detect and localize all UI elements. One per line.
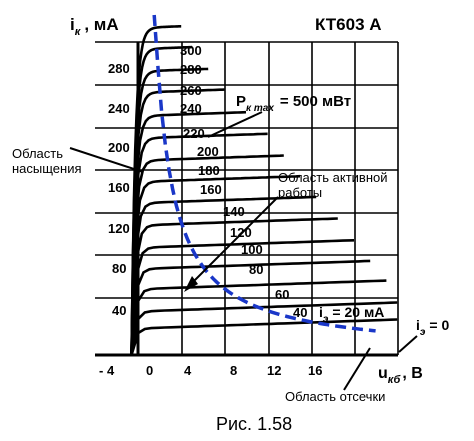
y-tick-280: 280 — [108, 61, 130, 76]
figure-caption: Рис. 1.58 — [216, 414, 292, 434]
curve-line-13 — [130, 301, 398, 356]
x-tick-labels: - 4 0 4 8 12 16 — [99, 363, 322, 378]
curve-label-300: 300 — [180, 43, 202, 58]
y-axis-label: iк, мА — [70, 15, 119, 38]
curve-line-9 — [130, 217, 338, 356]
curve-line-12 — [130, 279, 387, 356]
curve-line-5 — [130, 132, 268, 356]
curve-labels: 300 280 260 240 220 200 180 160 140 120 … — [180, 43, 307, 320]
cutoff-label: Область отсечки — [285, 389, 385, 404]
curve-line-11 — [130, 259, 371, 356]
y-tick-200: 200 — [108, 140, 130, 155]
curve-label-240: 240 — [180, 101, 202, 116]
emitter-20-label: iэ = 20 мА — [319, 304, 384, 325]
pmax-label: Pк max = 500 мВт — [236, 93, 351, 114]
chart-title: КТ603 А — [315, 15, 382, 34]
curve-line-7 — [130, 174, 301, 356]
curve-label-40: 40 — [293, 305, 307, 320]
curve-line-3 — [130, 88, 225, 356]
x-axis-label: uкб, В — [378, 365, 423, 386]
active-label-line1: Область активной — [278, 170, 387, 185]
pmax-hyperbola — [152, 14, 376, 333]
active-pointer — [189, 196, 279, 286]
curve-label-160: 160 — [200, 182, 222, 197]
y-tick-240: 240 — [108, 101, 130, 116]
curve-family — [120, 25, 398, 357]
y-tick-120: 120 — [108, 221, 130, 236]
x-tick-minus4: - 4 — [99, 363, 115, 378]
grid — [95, 41, 399, 355]
curve-line-0 — [130, 25, 182, 356]
curve-line-8 — [130, 195, 317, 356]
active-label-line2: работы — [278, 185, 322, 200]
curve-line-14 — [130, 318, 398, 356]
cutoff-pointer — [343, 347, 371, 391]
x-tick-8: 8 — [230, 363, 237, 378]
curve-label-180: 180 — [198, 163, 220, 178]
emitter-zero-label: iэ = 0 — [416, 317, 449, 338]
curve-label-60: 60 — [275, 287, 289, 302]
saturation-label-line1: Область — [12, 146, 63, 161]
y-tick-labels: 40 80 120 160 200 240 280 — [108, 61, 130, 318]
curve-line-1 — [130, 45, 193, 356]
curve-label-220: 220 — [183, 126, 205, 141]
curve-line-4 — [130, 110, 247, 356]
curve-line-10 — [130, 239, 355, 356]
y-tick-80: 80 — [112, 261, 126, 276]
x-tick-0: 0 — [146, 363, 153, 378]
curve-label-140: 140 — [223, 204, 245, 219]
y-tick-160: 160 — [108, 180, 130, 195]
curve-line-2 — [130, 67, 209, 356]
curve-line-6 — [130, 154, 284, 356]
pmax-pointer — [207, 111, 263, 138]
curve-label-100: 100 — [241, 242, 263, 257]
x-tick-16: 16 — [308, 363, 322, 378]
x-tick-4: 4 — [184, 363, 192, 378]
curve-label-280: 280 — [180, 62, 202, 77]
curve-label-260: 260 — [180, 83, 202, 98]
zero-pointer — [398, 335, 418, 353]
active-arrowhead — [184, 276, 198, 292]
saturation-pointer — [69, 147, 144, 173]
y-tick-40: 40 — [112, 303, 126, 318]
saturation-label-line2: насыщения — [12, 161, 82, 176]
curve-label-200: 200 — [197, 144, 219, 159]
x-tick-12: 12 — [267, 363, 281, 378]
curve-label-80: 80 — [249, 262, 263, 277]
